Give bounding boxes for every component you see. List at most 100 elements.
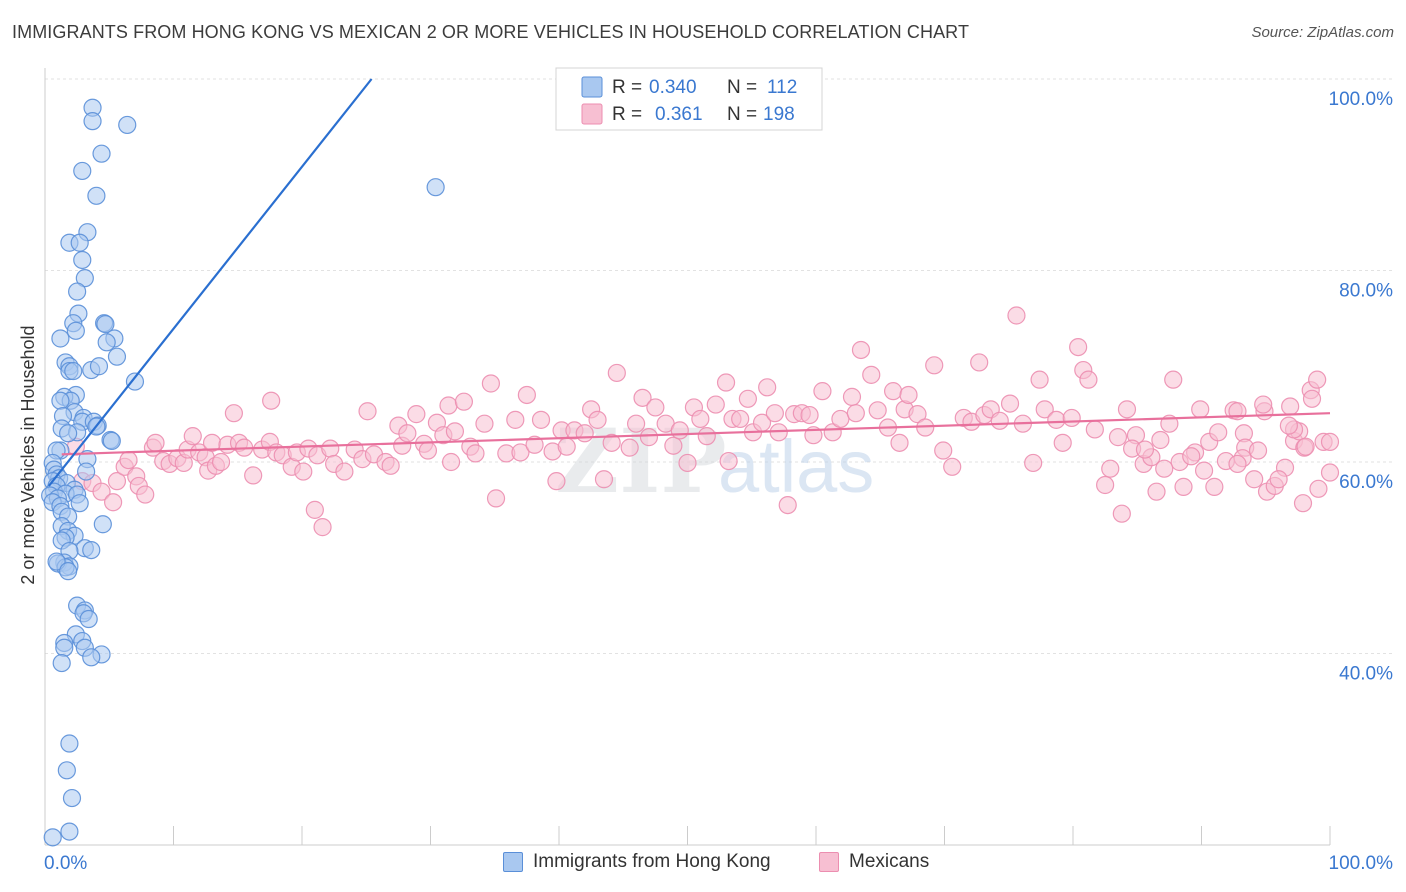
mexicans-point	[842, 387, 862, 406]
mexicans-point	[1035, 400, 1054, 419]
mexicans-point	[813, 382, 832, 401]
hong-kong-point	[57, 761, 76, 780]
mexicans-point	[868, 401, 887, 420]
mexicans-point	[607, 363, 626, 383]
bottom-legend: Immigrants from Hong Kong Mexicans	[0, 851, 1406, 879]
mexicans-point	[883, 382, 903, 401]
mexicans-point	[511, 443, 530, 462]
mexicans-point	[620, 438, 639, 457]
mexicans-point	[107, 472, 127, 491]
legend-label-hong-kong: Immigrants from Hong Kong	[533, 851, 771, 872]
hong-kong-point	[70, 233, 89, 252]
legend-item-hong-kong[interactable]: Immigrants from Hong Kong	[503, 851, 771, 873]
legend-n-label-1: N =	[727, 77, 757, 98]
mexicans-point	[92, 482, 111, 501]
mexicans-point	[691, 409, 710, 429]
hong-kong-point	[83, 112, 102, 131]
mexicans-point	[407, 405, 426, 424]
hong-kong-point	[87, 186, 106, 205]
mexicans-point	[1069, 338, 1088, 357]
hong-kong-point	[52, 653, 71, 673]
mexicans-point	[1164, 370, 1183, 389]
mexicans-point	[943, 457, 962, 476]
legend-n-label-2: N =	[727, 104, 757, 125]
mexicans-point	[1279, 416, 1298, 435]
legend-item-mexicans[interactable]: Mexicans	[819, 851, 929, 873]
mexicans-point	[908, 405, 927, 424]
legend-r-value-2: 0.361	[655, 104, 703, 125]
mexicans-point	[664, 436, 683, 455]
mexicans-point	[678, 453, 697, 473]
mexicans-point	[594, 470, 614, 489]
hong-kong-point	[51, 329, 70, 348]
mexicans-point	[1112, 504, 1131, 523]
mexicans-point	[1209, 423, 1228, 442]
hong-kong-point	[92, 144, 111, 163]
hong-kong-point	[60, 734, 79, 753]
mexicans-point	[381, 456, 400, 475]
hong-kong-point	[55, 638, 74, 657]
mexicans-point	[716, 373, 736, 392]
mexicans-point	[486, 489, 506, 508]
mexicans-point	[925, 356, 944, 375]
mexicans-point	[1147, 482, 1166, 501]
y-tick-label: 40.0%	[1339, 664, 1393, 685]
mexicans-point	[305, 500, 324, 519]
legend-n-value-1: 112	[767, 77, 797, 98]
chart-title: IMMIGRANTS FROM HONG KONG VS MEXICAN 2 O…	[12, 22, 970, 42]
legend-r-label-2: R =	[612, 104, 642, 125]
mexicans-point	[439, 396, 458, 415]
mexicans-point	[335, 462, 354, 481]
mexicans-point	[778, 495, 797, 515]
mexicans-point	[1155, 459, 1174, 478]
mexicans-point	[445, 422, 465, 441]
mexicans-point	[1254, 395, 1273, 414]
mexicans-point	[244, 466, 263, 485]
mexicans-point	[934, 441, 953, 460]
mexicans-point	[1296, 437, 1315, 456]
gridlines: 40.0% 60.0% 80.0% 100.0%	[45, 78, 1394, 685]
hong-kong-point	[96, 315, 115, 334]
hong-kong-point	[59, 562, 78, 581]
mexicans-point	[1320, 463, 1340, 482]
mexicans-point	[758, 378, 777, 397]
hong-kong-point	[118, 115, 137, 135]
mexicans-point	[136, 485, 155, 504]
mexicans-point	[851, 340, 871, 360]
y-tick-label: 60.0%	[1339, 472, 1393, 493]
mexicans-point	[588, 410, 607, 429]
mexicans-point	[831, 409, 850, 429]
mexicans-point	[466, 444, 485, 463]
mexicans-point	[418, 441, 438, 460]
mexicans-point	[602, 433, 621, 452]
mexicans-point	[1228, 454, 1247, 474]
mexicans-point	[1085, 420, 1104, 439]
mexicans-point	[1293, 494, 1313, 513]
hong-kong-point	[66, 321, 85, 340]
mexicans-point	[1308, 370, 1327, 389]
mexicans-point	[1281, 397, 1300, 416]
hong-kong-trend-line	[47, 78, 373, 487]
mexicans-point	[990, 411, 1009, 430]
mexicans-point	[1151, 430, 1170, 450]
hong-kong-point	[51, 391, 70, 410]
mexicans-point	[262, 391, 281, 410]
mexicans-point	[398, 424, 417, 443]
hong-kong-point	[82, 648, 101, 667]
legend-swatch-blue	[581, 76, 603, 98]
hong-kong-point	[77, 462, 96, 481]
hong-kong-point	[79, 609, 98, 629]
mexicans-point	[765, 404, 784, 423]
y-tick-label: 100.0%	[1329, 89, 1394, 110]
mexicans-point	[1135, 440, 1155, 459]
mexicans-point	[1174, 477, 1193, 496]
mexicans-point	[639, 428, 659, 447]
mexicans-point	[1047, 410, 1066, 429]
hong-kong-point	[70, 494, 89, 513]
hong-kong-point	[82, 540, 101, 560]
mexicans-point	[575, 424, 594, 443]
legend-r-value-1: 0.340	[649, 77, 697, 98]
mexicans-point	[321, 439, 340, 458]
mexicans-point	[1053, 433, 1072, 452]
hong-kong-point	[43, 828, 62, 847]
